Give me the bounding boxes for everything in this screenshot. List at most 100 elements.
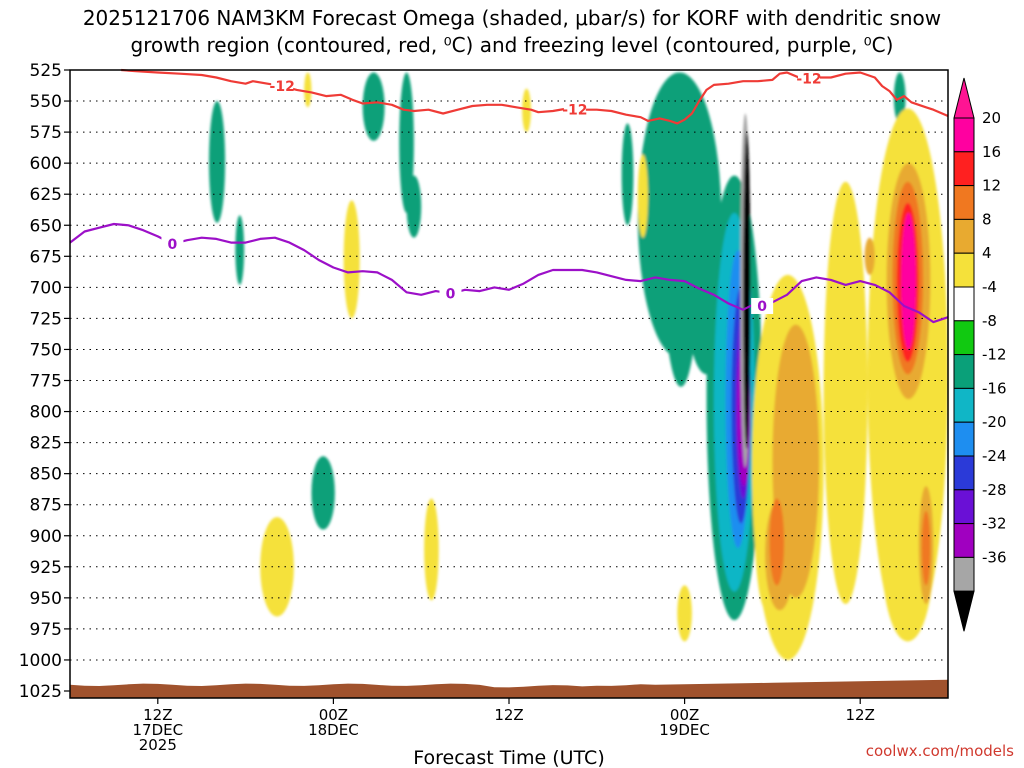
colorbar-label-9: -20 — [982, 413, 1007, 431]
colorbar-bin-9 — [953, 421, 975, 457]
colorbar-label-11: -28 — [982, 481, 1007, 499]
colorbar-label-3: 8 — [982, 210, 992, 228]
colorbar-bin-5 — [953, 286, 975, 322]
ytick-label-900: 900 — [30, 527, 62, 547]
ytick-label-1025: 1025 — [19, 682, 62, 702]
colorbar-label-1: 16 — [982, 143, 1001, 161]
x-axis-label: Forecast Time (UTC) — [413, 747, 604, 768]
terrain-surface — [70, 679, 948, 698]
freezing-contour-line — [69, 222, 949, 324]
ytick-label-550: 550 — [30, 92, 62, 112]
colorbar-label-4: 4 — [982, 244, 992, 262]
colorbar-bottom-triangle — [953, 590, 975, 632]
omega-region-39 — [921, 510, 931, 586]
omega-region-28 — [522, 88, 531, 133]
colorbar-label-8: -16 — [982, 379, 1007, 397]
xtick-label-18-0: 00Z — [319, 706, 348, 724]
xtick-label-42-0: 00Z — [670, 706, 699, 724]
dgz-contour-line — [121, 68, 949, 125]
colorbar-bin-1 — [953, 151, 975, 187]
omega-region-7 — [209, 101, 226, 223]
dgz-contour-label-2: -12 — [796, 72, 821, 88]
colorbar-label-2: 12 — [982, 177, 1001, 195]
colorbar-bin-3 — [953, 218, 975, 254]
colorbar-bin-7 — [953, 354, 975, 389]
colorbar: 20 16 12 8 4 -4 -8 -12 -16 -20 -24 -28 -32 -36 — [953, 77, 1007, 632]
omega-region-31 — [304, 72, 312, 108]
ytick-label-625: 625 — [30, 185, 62, 205]
chart-title-line1: 2025121706 NAM3KM Forecast Omega (shaded… — [83, 6, 941, 30]
ytick-label-700: 700 — [30, 278, 62, 298]
colorbar-top-triangle — [953, 77, 975, 119]
omega-shading — [209, 72, 949, 660]
omega-region-41 — [901, 212, 916, 350]
ytick-label-875: 875 — [30, 496, 62, 516]
dgz-contour-label-1: -12 — [562, 103, 587, 119]
y-axis-ticks: 525 550 575 600 625 650 675 700 725 750 775 800 825 8… — [19, 61, 70, 702]
colorbar-bin-11 — [953, 489, 975, 525]
omega-region-19 — [743, 132, 751, 449]
omega-region-4 — [362, 72, 385, 141]
ytick-label-775: 775 — [30, 372, 62, 392]
ytick-label-950: 950 — [30, 589, 62, 609]
omega-region-30 — [677, 585, 692, 642]
dgz-contour-label-bg-1 — [563, 101, 586, 118]
colorbar-label-6: -8 — [982, 312, 997, 330]
omega-region-25 — [343, 200, 360, 319]
dgz-contour-label-bg-2 — [797, 70, 820, 87]
colorbar-bin-6 — [953, 320, 975, 356]
ytick-label-750: 750 — [30, 340, 62, 360]
freezing-contour-label-2: 0 — [757, 299, 767, 315]
freezing-contour-label-1: 0 — [446, 287, 456, 303]
colorbar-bin-2 — [953, 185, 975, 220]
colorbar-bin-8 — [953, 387, 975, 423]
omega-region-10 — [311, 456, 335, 530]
colorbar-label-5: -4 — [982, 278, 997, 296]
freezing-contour-label-bg-2 — [751, 297, 774, 314]
colorbar-bin-0 — [953, 117, 975, 153]
ytick-label-600: 600 — [30, 154, 62, 174]
terrain-fill — [70, 679, 948, 698]
ytick-label-650: 650 — [30, 216, 62, 236]
xtick-label-6-2: 2025 — [139, 736, 177, 754]
colorbar-label-13: -36 — [982, 548, 1007, 566]
omega-region-6 — [406, 175, 422, 238]
xtick-label-6-1: 17DEC — [133, 721, 184, 739]
colorbar-label-10: -24 — [982, 447, 1007, 465]
credit-text: coolwx.com/models — [866, 742, 1014, 760]
omega-region-9 — [621, 123, 634, 226]
freezing-contour-label-bg-0 — [161, 235, 184, 252]
freezing-contour-label-0: 0 — [168, 237, 178, 253]
xtick-label-6-0: 12Z — [143, 706, 172, 724]
ytick-label-575: 575 — [30, 123, 62, 143]
colorbar-bin-10 — [953, 455, 975, 491]
colorbar-bin-13 — [953, 556, 975, 592]
ytick-label-725: 725 — [30, 309, 62, 329]
ytick-label-1000: 1000 — [19, 651, 62, 671]
ytick-label-850: 850 — [30, 465, 62, 485]
colorbar-label-7: -12 — [982, 346, 1007, 364]
dgz-contour-label-0: -12 — [270, 79, 295, 95]
colorbar-label-0: 20 — [982, 109, 1001, 127]
omega-region-38 — [769, 498, 785, 586]
omega-region-26 — [260, 517, 294, 617]
omega-region-22 — [823, 181, 868, 605]
colorbar-label-12: -32 — [982, 515, 1007, 533]
ytick-label-525: 525 — [30, 61, 62, 81]
omega-region-8 — [235, 215, 245, 285]
ytick-label-800: 800 — [30, 403, 62, 423]
freezing-contour-label-bg-1 — [439, 285, 462, 302]
chart-title-line2: growth region (contoured, red, ⁰C) and f… — [131, 33, 894, 57]
colorbar-bin-12 — [953, 523, 975, 558]
xtick-label-42-1: 19DEC — [659, 721, 710, 739]
ytick-label-825: 825 — [30, 434, 62, 454]
ytick-label-675: 675 — [30, 247, 62, 267]
xtick-label-18-1: 18DEC — [308, 721, 359, 739]
ytick-label-925: 925 — [30, 558, 62, 578]
xtick-label-54-0: 12Z — [846, 706, 875, 724]
ytick-label-975: 975 — [30, 620, 62, 640]
colorbar-bin-4 — [953, 252, 975, 288]
contour-lines: -12 -12 -12 0 0 0 — [69, 68, 949, 324]
